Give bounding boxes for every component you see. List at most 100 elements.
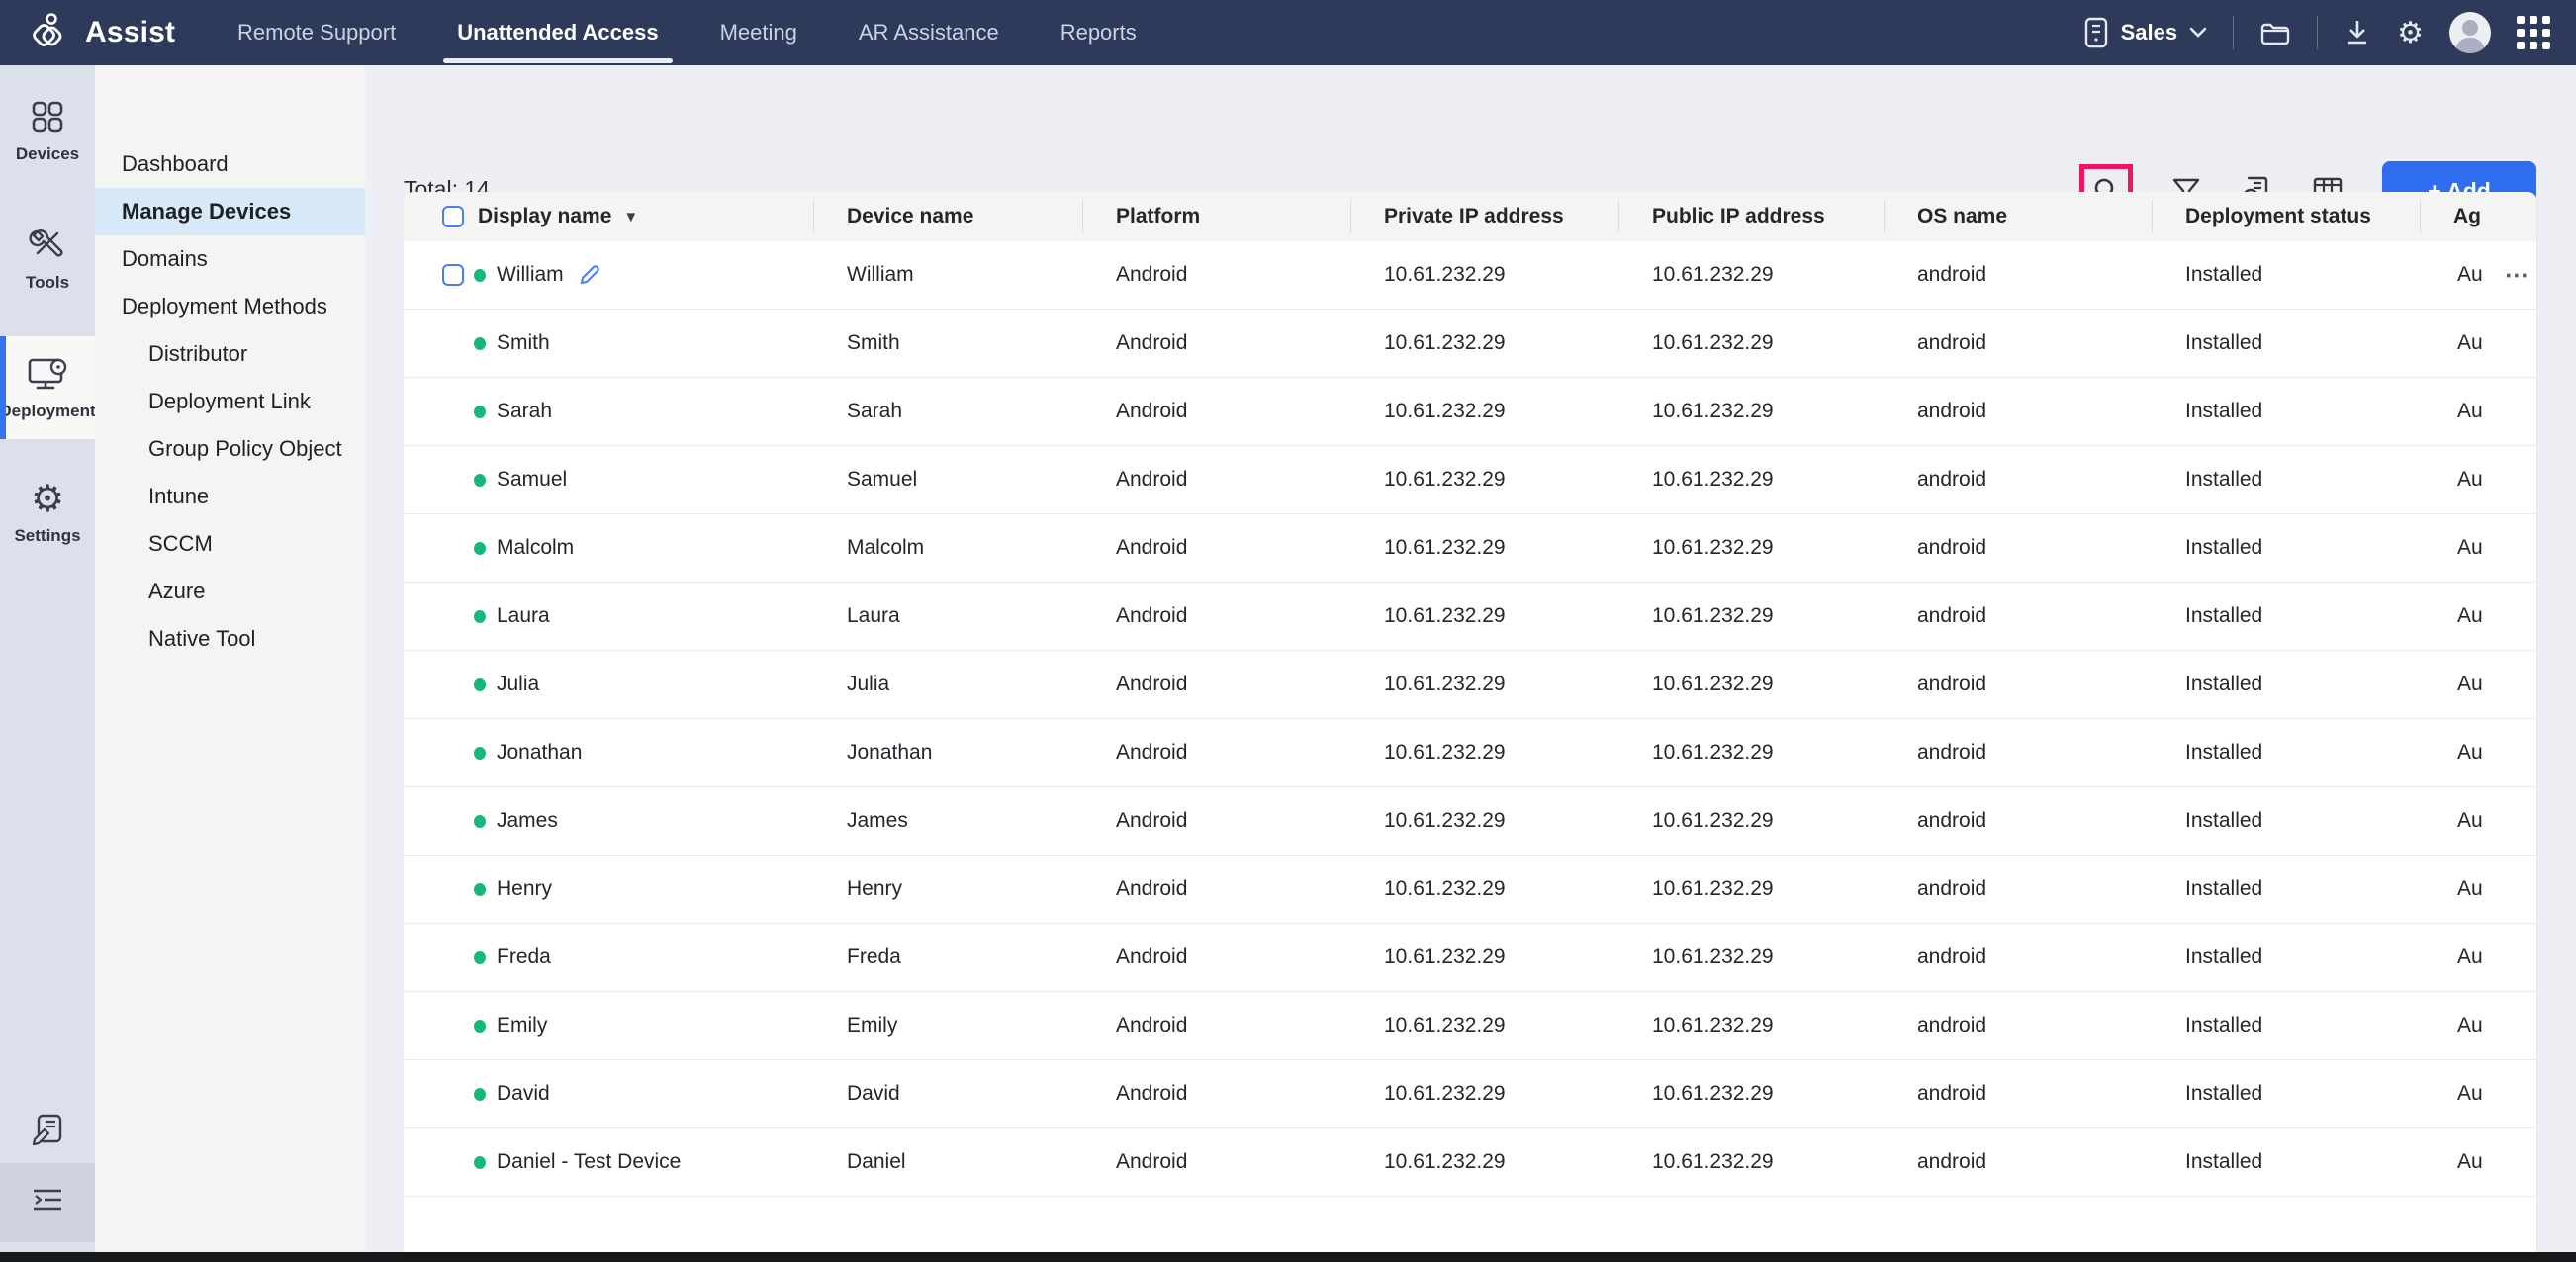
sidebar-item-native-tool[interactable]: Native Tool: [95, 615, 365, 663]
tab-unattended-access[interactable]: Unattended Access: [457, 0, 658, 65]
tab-reports[interactable]: Reports: [1060, 0, 1137, 65]
display-name-text: Henry: [497, 877, 552, 901]
sidebar-item-intune[interactable]: Intune: [95, 473, 365, 520]
rail-label: Tools: [26, 273, 69, 293]
sort-desc-icon[interactable]: ▼: [623, 209, 638, 225]
row-checkbox[interactable]: [442, 264, 464, 286]
os-name-text: android: [1884, 604, 2152, 628]
agent-text: Au: [2457, 400, 2483, 423]
online-status-dot: [474, 269, 486, 282]
column-os-name[interactable]: OS name: [1884, 192, 2152, 241]
table-row[interactable]: Malcolm Malcolm Android 10.61.232.29 10.…: [404, 514, 2536, 583]
online-status-dot: [474, 951, 486, 964]
tab-meeting[interactable]: Meeting: [720, 0, 797, 65]
rail-item-settings[interactable]: ⚙ Settings: [0, 461, 95, 564]
public-ip-text: 10.61.232.29: [1618, 536, 1884, 560]
table-row[interactable]: Samuel Samuel Android 10.61.232.29 10.61…: [404, 446, 2536, 514]
portal-device-icon: [2083, 17, 2109, 48]
agent-text: Au: [2457, 468, 2483, 492]
online-status-dot: [474, 883, 486, 896]
device-name-text: David: [813, 1082, 1082, 1106]
private-ip-text: 10.61.232.29: [1350, 946, 1618, 969]
device-name-text: Henry: [813, 877, 1082, 901]
table-row[interactable]: Laura Laura Android 10.61.232.29 10.61.2…: [404, 583, 2536, 651]
platform-text: Android: [1082, 536, 1350, 560]
platform-text: Android: [1082, 809, 1350, 833]
online-status-dot: [474, 1020, 486, 1033]
column-public-ip[interactable]: Public IP address: [1618, 192, 1884, 241]
deployment-status-text: Installed: [2152, 1082, 2420, 1106]
rail-item-devices[interactable]: Devices: [0, 79, 95, 182]
deployment-status-text: Installed: [2152, 263, 2420, 287]
column-private-ip[interactable]: Private IP address: [1350, 192, 1618, 241]
download-button[interactable]: [2344, 18, 2371, 47]
device-name-text: William: [813, 263, 1082, 287]
display-name-text: James: [497, 809, 558, 833]
divider: [2233, 16, 2234, 49]
column-agent[interactable]: Ag: [2420, 192, 2536, 241]
table-row[interactable]: Smith Smith Android 10.61.232.29 10.61.2…: [404, 310, 2536, 378]
table-row[interactable]: Daniel - Test Device Daniel Android 10.6…: [404, 1128, 2536, 1197]
apps-grid-icon[interactable]: [2517, 16, 2550, 49]
table-row[interactable]: Freda Freda Android 10.61.232.29 10.61.2…: [404, 924, 2536, 992]
sidebar-item-manage-devices[interactable]: Manage Devices: [95, 188, 365, 235]
sidebar-item-distributor[interactable]: Distributor: [95, 330, 365, 378]
sidebar-item-dashboard[interactable]: Dashboard: [95, 140, 365, 188]
edit-icon[interactable]: [578, 263, 601, 287]
public-ip-text: 10.61.232.29: [1618, 604, 1884, 628]
brand-name: Assist: [85, 16, 175, 49]
table-row[interactable]: Jonathan Jonathan Android 10.61.232.29 1…: [404, 719, 2536, 787]
collapse-sidebar-icon[interactable]: [0, 1163, 95, 1242]
agent-text: Au: [2457, 946, 2483, 969]
device-name-text: Smith: [813, 331, 1082, 355]
column-display-name[interactable]: Display name: [478, 205, 611, 228]
private-ip-text: 10.61.232.29: [1350, 604, 1618, 628]
online-status-dot: [474, 1156, 486, 1169]
device-name-text: Sarah: [813, 400, 1082, 423]
rail-item-deployment[interactable]: Deployment: [0, 336, 95, 439]
private-ip-text: 10.61.232.29: [1350, 741, 1618, 765]
more-actions-icon[interactable]: ⋯: [2505, 261, 2530, 290]
os-name-text: android: [1884, 1150, 2152, 1174]
assist-logo-icon: [28, 11, 71, 54]
table-row[interactable]: Emily Emily Android 10.61.232.29 10.61.2…: [404, 992, 2536, 1060]
select-all-checkbox[interactable]: [442, 206, 464, 227]
sidebar-item-sccm[interactable]: SCCM: [95, 520, 365, 568]
table-row[interactable]: William William Android 10.61.232.29 10.…: [404, 241, 2536, 310]
tab-remote-support[interactable]: Remote Support: [237, 0, 396, 65]
rail-item-tools[interactable]: Tools: [0, 208, 95, 311]
sidebar-item-group-policy-object[interactable]: Group Policy Object: [95, 425, 365, 473]
feedback-note-icon[interactable]: [0, 1094, 95, 1163]
column-platform[interactable]: Platform: [1082, 192, 1350, 241]
deployment-status-text: Installed: [2152, 468, 2420, 492]
chevron-down-icon: [2189, 27, 2207, 39]
table-row[interactable]: Henry Henry Android 10.61.232.29 10.61.2…: [404, 856, 2536, 924]
public-ip-text: 10.61.232.29: [1618, 400, 1884, 423]
portal-selector[interactable]: Sales: [2083, 17, 2208, 48]
online-status-dot: [474, 1088, 486, 1101]
os-name-text: android: [1884, 946, 2152, 969]
table-row[interactable]: James James Android 10.61.232.29 10.61.2…: [404, 787, 2536, 856]
table-row[interactable]: Sarah Sarah Android 10.61.232.29 10.61.2…: [404, 378, 2536, 446]
column-device-name[interactable]: Device name: [813, 192, 1082, 241]
online-status-dot: [474, 474, 486, 487]
device-name-text: Daniel: [813, 1150, 1082, 1174]
file-transfer-button[interactable]: [2259, 19, 2291, 46]
folder-icon: [2259, 19, 2291, 46]
user-avatar[interactable]: [2449, 12, 2491, 53]
display-name-text: Freda: [497, 946, 551, 969]
table-row[interactable]: Julia Julia Android 10.61.232.29 10.61.2…: [404, 651, 2536, 719]
gear-icon[interactable]: ⚙: [2397, 16, 2424, 50]
sidebar-item-domains[interactable]: Domains: [95, 235, 365, 283]
sidebar-item-azure[interactable]: Azure: [95, 568, 365, 615]
table-row[interactable]: David David Android 10.61.232.29 10.61.2…: [404, 1060, 2536, 1128]
tab-ar-assistance[interactable]: AR Assistance: [859, 0, 999, 65]
deployment-status-text: Installed: [2152, 946, 2420, 969]
private-ip-text: 10.61.232.29: [1350, 809, 1618, 833]
agent-text: Au: [2457, 604, 2483, 628]
column-deployment-status[interactable]: Deployment status: [2152, 192, 2420, 241]
sidebar-item-deployment-link[interactable]: Deployment Link: [95, 378, 365, 425]
device-name-text: Emily: [813, 1014, 1082, 1037]
sidebar-item-deployment-methods[interactable]: Deployment Methods: [95, 283, 365, 330]
os-name-text: android: [1884, 536, 2152, 560]
